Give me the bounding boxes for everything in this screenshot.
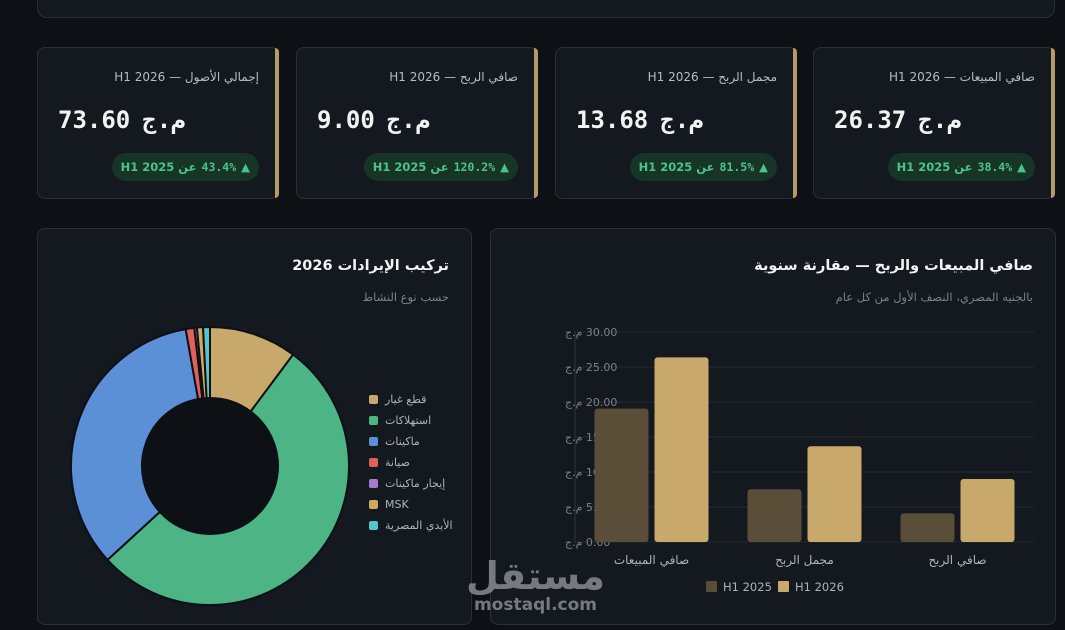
legend-swatch [369,521,378,530]
kpi-change-pct: 43.4% [201,160,237,174]
bar-h1-2026[interactable] [654,357,709,542]
kpi-number: 9.00 [317,106,375,134]
legend-item: ماكينات [369,435,420,448]
donut-slice[interactable] [201,325,211,400]
kpi-card-total-assets: إجمالي الأصول — H1 2026 73.60 م.ج ▲ 43.4… [37,47,279,199]
kpi-change-badge: ▲ 43.4% عن H1 2025 [111,153,259,181]
kpi-change-ref: عن H1 2025 [120,160,197,174]
bar-h1-2026[interactable] [960,479,1015,542]
legend-label: H1 2025 [723,580,772,594]
donut-slice[interactable] [106,353,350,606]
legend-label: MSK [385,498,409,511]
kpi-change-pct: 38.4% [977,160,1013,174]
y-tick-label: 20.00 م.ج [565,396,617,409]
legend-label: قطع غيار [385,393,427,406]
card-accent [1051,48,1055,198]
kpi-value: 9.00 م.ج [317,106,430,134]
card-accent [793,48,797,198]
bar-h1-2025[interactable] [594,408,649,542]
panel-subtitle: حسب نوع النشاط [362,290,449,304]
kpi-label: مجمل الربح — H1 2026 [647,70,777,84]
legend-swatch [369,479,378,488]
kpi-unit: م.ج [918,106,962,134]
kpi-card-net-sales: صافي المبيعات — H1 2026 26.37 م.ج ▲ 38.4… [813,47,1055,199]
legend-swatch [778,581,789,592]
y-tick-label: 30.00 م.ج [565,326,617,339]
legend-label: إيجار ماكينات [385,477,446,490]
trend-up-icon: ▲ [1017,160,1026,174]
card-accent [275,48,279,198]
watermark-logo: مستقل mostaql.com [466,556,605,614]
kpi-value: 26.37 م.ج [834,106,962,134]
revenue-composition-panel: تركيب الإيرادات 2026 حسب نوع النشاط قطع … [37,228,472,625]
kpi-card-net-profit: صافي الربح — H1 2026 9.00 م.ج ▲ 120.2% ع… [296,47,538,199]
kpi-unit: م.ج [386,106,431,134]
kpi-change-badge: ▲ 120.2% عن H1 2025 [363,153,518,181]
legend-item: استهلاكات [369,414,431,427]
bar-h1-2025[interactable] [900,513,955,542]
legend-swatch [369,437,378,446]
kpi-change-ref: عن H1 2025 [372,160,449,174]
kpi-number: 26.37 [834,106,907,134]
legend-swatch [369,395,378,404]
legend-label: صيانة [385,456,410,469]
panel-title: تركيب الإيرادات 2026 [292,258,449,274]
kpi-value: 13.68 م.ج [576,106,704,134]
legend-label: استهلاكات [385,414,432,427]
kpi-label: إجمالي الأصول — H1 2026 [114,70,259,84]
x-tick-label: مجمل الربح [775,553,834,568]
bar-legend: H1 2025 H1 2026 [706,580,844,594]
x-tick-label: صافي المبيعات [614,553,689,567]
trend-up-icon: ▲ [241,160,250,174]
bar-h1-2026[interactable] [807,446,862,542]
kpi-label: صافي الربح — H1 2026 [389,70,518,84]
bar-h1-2025[interactable] [747,489,802,542]
kpi-unit: م.ج [142,106,186,134]
trend-up-icon: ▲ [500,160,509,174]
watermark-arabic: مستقل [466,554,605,598]
x-tick-label: صافي الربح [928,553,986,568]
bar-chart: 0.00 م.ج5.00 م.ج10.00 م.ج15.00 م.ج20.00 … [565,326,1034,594]
panel-subtitle: بالجنيه المصري، النصف الأول من كل عام [835,290,1033,304]
watermark-latin: mostaql.com [473,595,598,615]
legend-label: H1 2026 [795,580,844,594]
kpi-unit: م.ج [660,106,704,134]
kpi-change-badge: ▲ 81.5% عن H1 2025 [629,153,777,181]
legend-label: الأيدي المصرية [385,519,453,532]
legend-swatch [369,500,378,509]
donut-slice[interactable] [70,327,200,562]
kpi-value: 73.60 م.ج [58,106,186,134]
legend-swatch [369,458,378,467]
legend-item: صيانة [369,456,410,469]
kpi-number: 13.68 [576,106,649,134]
kpi-change-ref: عن H1 2025 [638,160,715,174]
kpi-change-badge: ▲ 38.4% عن H1 2025 [887,153,1035,181]
card-accent [534,48,538,198]
y-tick-label: 25.00 م.ج [565,361,617,374]
legend-label: ماكينات [385,435,420,448]
legend-swatch [706,581,717,592]
kpi-change-ref: عن H1 2025 [896,160,973,174]
legend-swatch [369,416,378,425]
top-panel-edge [37,0,1055,18]
kpi-change-pct: 120.2% [453,160,496,174]
sales-profit-panel: صافي المبيعات والربح — مقارنة سنوية بالج… [490,228,1056,625]
donut-chart [70,325,350,606]
panel-title: صافي المبيعات والربح — مقارنة سنوية [754,258,1033,274]
trend-up-icon: ▲ [759,160,768,174]
kpi-change-pct: 81.5% [719,160,755,174]
kpi-number: 73.60 [58,106,131,134]
donut-hole [143,399,277,533]
legend-item: MSK [369,498,409,511]
legend-item: الأيدي المصرية [369,519,453,532]
legend-item: إيجار ماكينات [369,477,445,490]
kpi-card-gross-profit: مجمل الربح — H1 2026 13.68 م.ج ▲ 81.5% ع… [555,47,797,199]
kpi-label: صافي المبيعات — H1 2026 [889,70,1035,84]
legend-item: قطع غيار [369,393,426,406]
